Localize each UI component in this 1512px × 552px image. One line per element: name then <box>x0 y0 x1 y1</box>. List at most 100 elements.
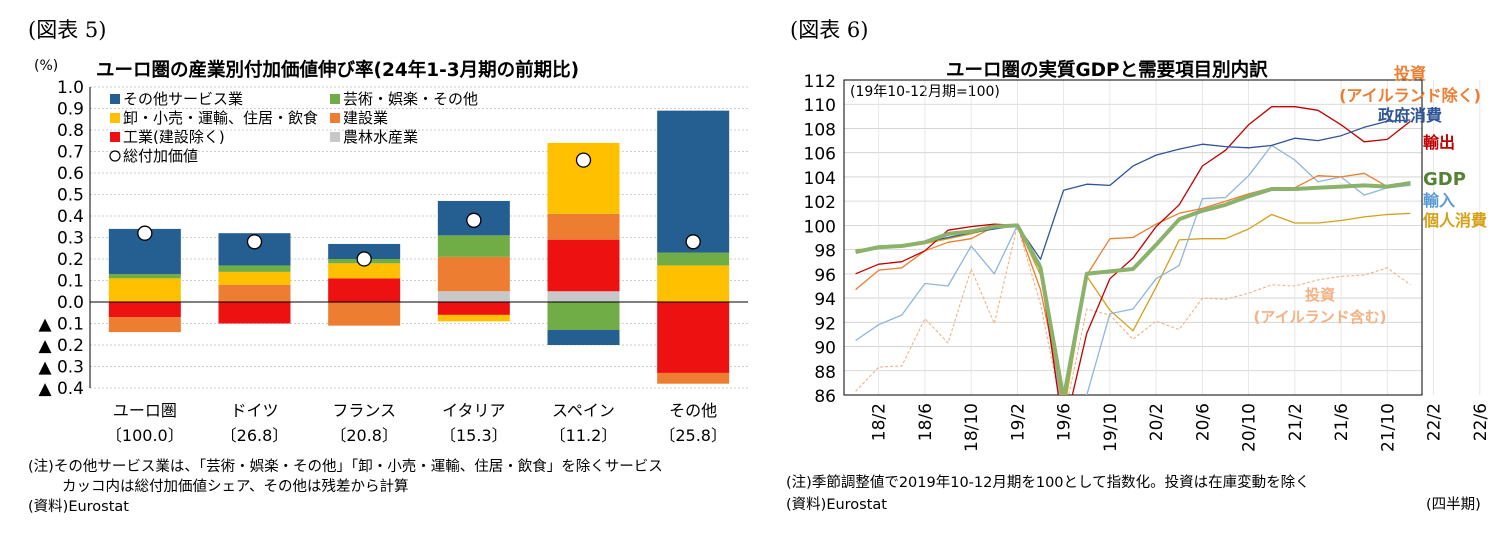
series-line <box>855 212 1411 395</box>
y-tick-label: ▲ 0.4 <box>38 379 84 399</box>
bar-segment <box>108 302 181 318</box>
plot-border <box>843 79 1423 396</box>
series-label: 輸入 <box>1423 191 1455 210</box>
figure-6-title: ユーロ圏の実質GDPと需要項目別内訳 <box>946 60 1268 81</box>
x-share-label: 〔100.0〕 <box>106 426 184 445</box>
bar-segment <box>657 252 730 266</box>
series-label: (アイルランド除く) <box>1339 86 1481 105</box>
y-tick-label: 100 <box>804 217 836 237</box>
bar-segment <box>437 291 510 302</box>
bar-segment <box>437 314 510 322</box>
y-tick-label: 96 <box>814 266 836 286</box>
x-category-label: イタリア <box>442 401 505 420</box>
legend-label: その他サービス業 <box>123 90 243 108</box>
x-share-label: 〔11.2〕 <box>550 426 618 445</box>
series-line <box>855 181 1411 395</box>
figure-5-chart: (%) 1.00.90.80.70.60.50.40.30.20.10.0▲ 0… <box>34 58 748 445</box>
bar-segment <box>437 256 510 292</box>
total-marker <box>246 234 263 250</box>
y-tick-label: 106 <box>804 145 836 165</box>
figure-5-note-1: (注)その他サービス業は、「芸術・娯楽・その他」「卸・小売・運輸、住居・飲食」を… <box>28 459 663 475</box>
y-tick-label: 104 <box>804 169 836 189</box>
bar-segment <box>657 302 730 373</box>
x-tick-label: 19/10 <box>1101 403 1121 452</box>
legend-swatch <box>330 132 340 142</box>
legend-label: 総付加価値 <box>123 147 198 165</box>
x-tick-label: 22/6 <box>1471 403 1491 441</box>
series-label: 投資 <box>1305 286 1335 304</box>
y-tick-label: 92 <box>814 314 836 334</box>
x-unit: (四半期) <box>1426 497 1481 513</box>
x-tick-label: 22/2 <box>1425 403 1445 441</box>
y-tick-label: 112 <box>804 72 836 92</box>
series-line <box>855 106 1411 395</box>
bar-segment <box>108 317 181 333</box>
bar-segment <box>328 263 401 279</box>
bar-segment <box>218 302 291 324</box>
x-category-label: スペイン <box>552 401 615 420</box>
figure-6-note-1: (注)季節調整値で2019年10-12月期を100として指数化。投資は在庫変動を… <box>786 475 1310 491</box>
figure-6: (図表 6) ユーロ圏の実質GDPと需要項目別内訳 (19年10-12月期=10… <box>770 0 1512 552</box>
y-tick-label: 0.7 <box>57 143 84 163</box>
y-tick-label: 0.2 <box>57 250 84 270</box>
x-tick-label: 21/2 <box>1286 403 1306 441</box>
figure-6-chart: (19年10-12月期=100) 86889092949698100102104… <box>804 64 1491 452</box>
x-category-label: ドイツ <box>230 401 278 420</box>
x-share-label: 〔15.3〕 <box>440 426 508 445</box>
bar-segment <box>108 278 181 302</box>
y-tick-label: ▲ 0.3 <box>38 358 84 378</box>
y-tick-label: 0.1 <box>57 272 84 292</box>
figure-5-label: (図表 5) <box>28 18 107 42</box>
bar-segment <box>218 265 291 272</box>
series-label: GDP <box>1423 169 1466 190</box>
series-label: 投資 <box>1394 64 1426 83</box>
y-tick-label: 94 <box>814 290 836 310</box>
bar-segment <box>328 278 401 302</box>
y-tick-label: 0.8 <box>57 121 84 141</box>
total-marker <box>685 234 701 250</box>
x-category-label: ユーロ圏 <box>113 401 177 420</box>
x-tick-label: 18/6 <box>916 403 936 441</box>
x-tick-label: 19/2 <box>1008 403 1028 441</box>
x-share-label: 〔20.8〕 <box>330 426 398 445</box>
total-marker <box>466 212 482 228</box>
y-tick-label: ▲ 0.1 <box>38 315 84 335</box>
legend-total-marker <box>109 150 121 162</box>
y-tick-label: 0.9 <box>57 100 84 120</box>
bar-segment <box>218 284 291 302</box>
legend-label: 農林水産業 <box>343 128 418 146</box>
x-category-label: その他 <box>669 401 717 420</box>
y-unit: (%) <box>34 58 58 74</box>
figure-5: (図表 5) ユーロ圏の産業別付加価値伸び率(24年1-3月期の前期比) (%)… <box>28 18 748 515</box>
x-tick-label: 20/10 <box>1240 403 1260 452</box>
y-tick-label: 102 <box>804 193 836 213</box>
y-tick-label: 1.0 <box>57 78 84 98</box>
x-tick-label: 21/10 <box>1378 403 1398 452</box>
total-marker <box>356 251 372 267</box>
series-label: 政府消費 <box>1378 106 1442 125</box>
legend-label: 建設業 <box>343 109 388 127</box>
bar-segment <box>547 302 620 330</box>
y-tick-label: ▲ 0.2 <box>38 336 84 356</box>
bar-segment <box>657 110 730 253</box>
x-category-label: フランス <box>332 401 396 420</box>
y-tick-label: 86 <box>814 387 836 407</box>
x-share-label: 〔26.8〕 <box>221 426 289 445</box>
bar-segment <box>547 291 620 302</box>
y-tick-label: 0.0 <box>57 293 84 313</box>
legend-label: 工業(建設除く) <box>123 128 225 146</box>
figure-5-note-2: カッコ内は総付加価値シェア、その他は残差から計算 <box>62 479 409 495</box>
series-line <box>855 144 1411 395</box>
bar-segment <box>108 274 181 279</box>
legend-label: 芸術・娯楽・その他 <box>343 90 478 108</box>
legend-swatch <box>110 113 120 123</box>
legend-swatch <box>330 94 340 104</box>
series-label: (アイルランド含む) <box>1254 308 1387 326</box>
x-tick-label: 20/6 <box>1193 403 1213 441</box>
y-tick-label: 90 <box>814 339 836 359</box>
total-marker <box>137 225 153 241</box>
bar-segment <box>547 329 620 345</box>
bar-segment <box>657 372 730 384</box>
legend-swatch <box>110 132 120 142</box>
bar-segment <box>437 302 510 315</box>
